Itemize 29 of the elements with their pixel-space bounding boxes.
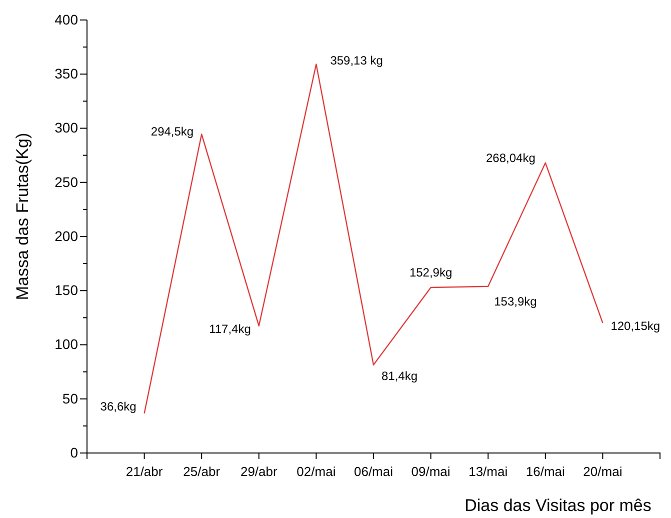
x-tick-label: 06/mai: [354, 464, 394, 480]
data-label: 81,4kg: [382, 369, 418, 384]
x-tick-label: 25/abr: [183, 464, 221, 480]
data-label: 294,5kg: [150, 124, 194, 138]
data-label: 359,13 kg: [330, 53, 383, 68]
x-tick-label: 02/mai: [296, 464, 336, 480]
x-tick-label: 16/mai: [526, 464, 566, 480]
y-tick-label: 300: [54, 120, 78, 136]
x-tick-label: 09/mai: [411, 464, 450, 480]
y-tick-label: 50: [62, 390, 78, 406]
y-tick-label: 100: [54, 336, 78, 352]
y-tick-label: 0: [70, 444, 78, 460]
x-axis-title: Dias das Visitas por mês: [464, 496, 652, 515]
x-tick-label: 13/mai: [468, 464, 508, 480]
y-tick-label: 150: [54, 282, 78, 298]
y-tick-label: 350: [54, 66, 78, 82]
data-label: 36,6kg: [100, 400, 136, 414]
data-label: 152,9kg: [409, 266, 452, 280]
y-tick-label: 200: [54, 228, 78, 244]
data-label: 120,15kg: [610, 319, 660, 334]
y-tick-label: 250: [54, 174, 78, 190]
x-tick-label: 29/abr: [240, 464, 278, 480]
data-label: 268,04kg: [486, 151, 536, 166]
data-label: 153,9kg: [494, 294, 537, 309]
y-tick-label: 400: [54, 11, 78, 28]
x-tick-label: 21/abr: [126, 464, 164, 480]
x-tick-label: 20/mai: [583, 464, 622, 480]
data-label: 117,4kg: [209, 322, 251, 336]
y-axis-title: Massa das Frutas(Kg): [13, 132, 32, 300]
